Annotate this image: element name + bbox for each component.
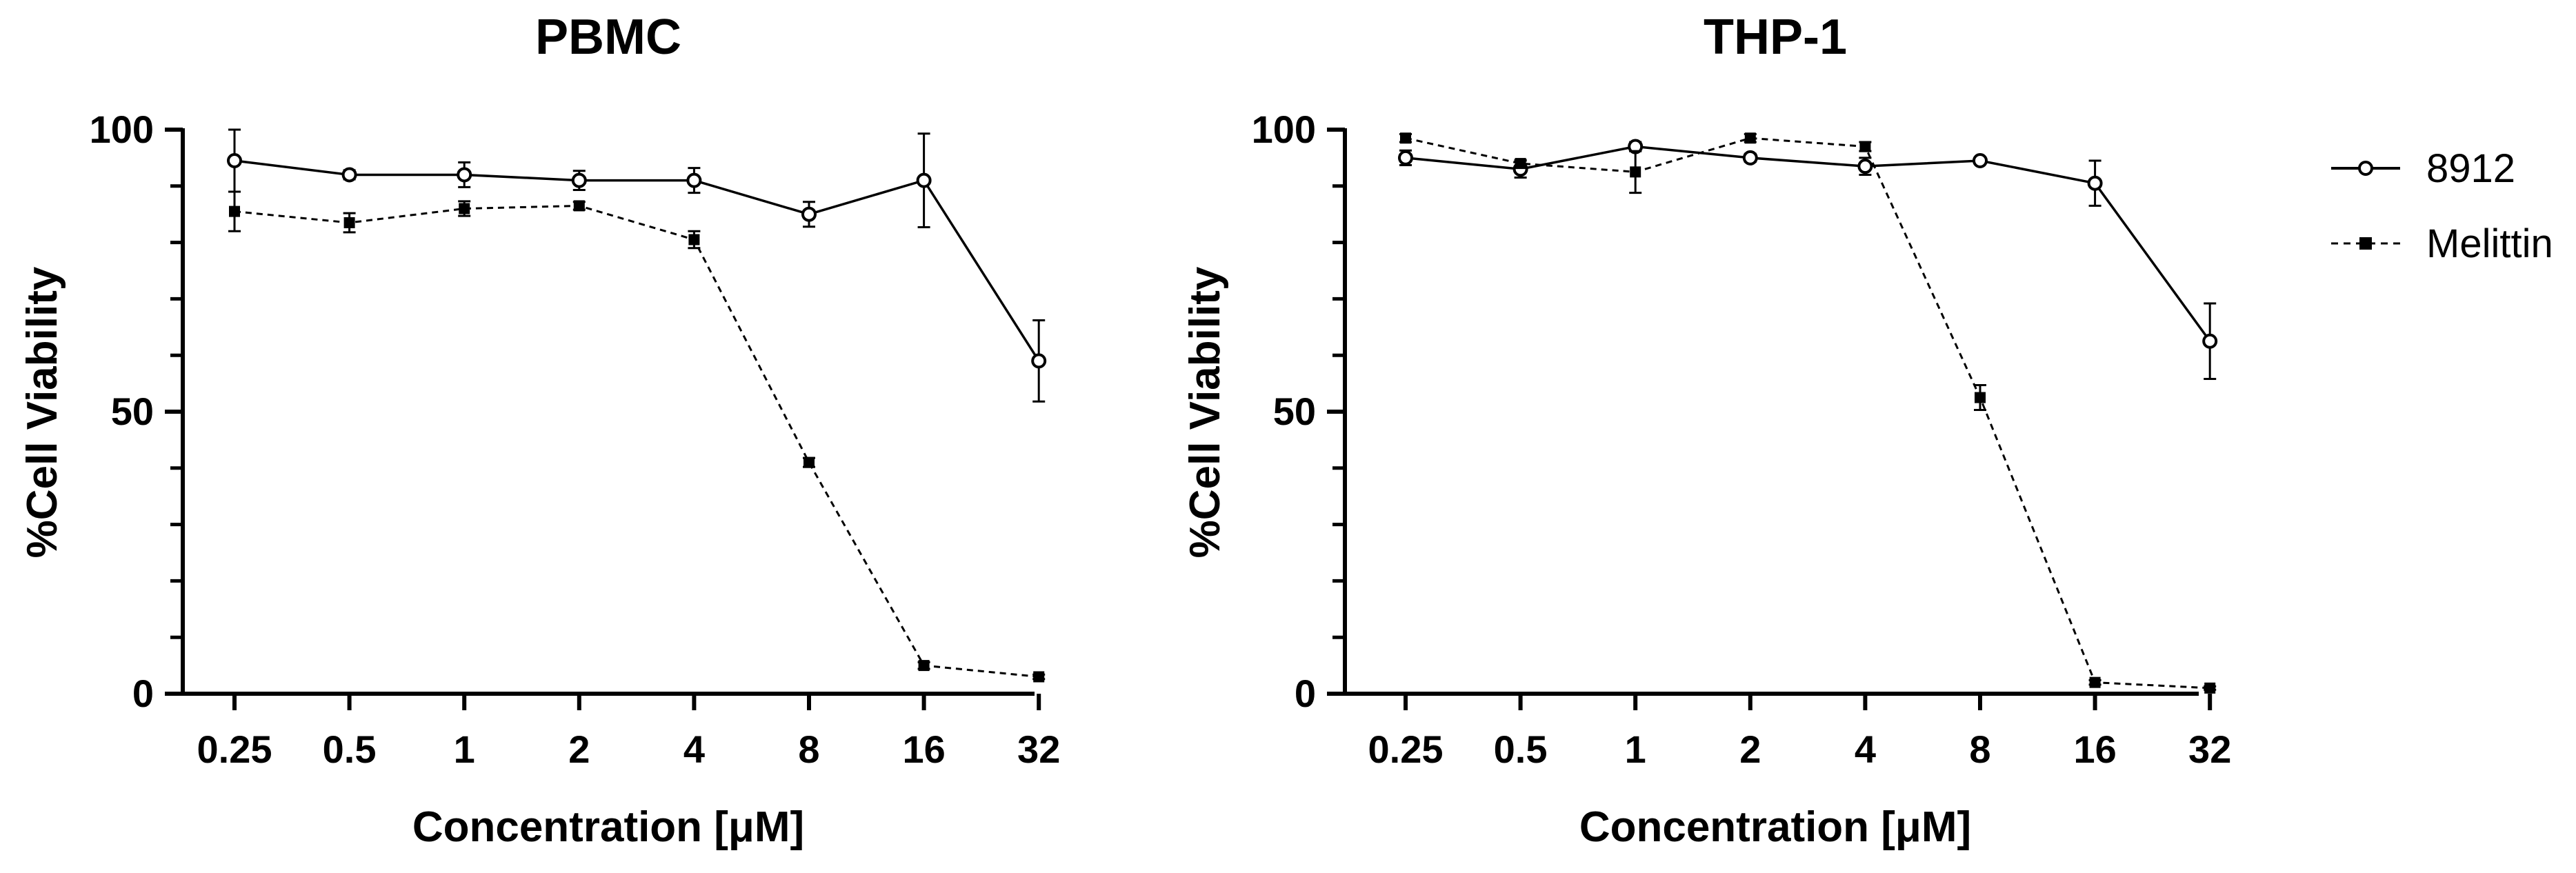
data-point-square (343, 217, 355, 228)
data-point-square (1859, 141, 1871, 152)
data-point-square (688, 234, 700, 245)
legend-marker-square (2359, 237, 2372, 250)
x-tick-label: 8 (798, 728, 819, 771)
tick-layer: 0 50 100 0.25 0.5 1 2 4 8 16 32 (1252, 108, 2232, 771)
chart-panel-pbmc: PBMC %Cell Viability Concentration [μM] … (19, 10, 1060, 851)
data-point-square (229, 205, 240, 217)
data-point-circle (1742, 150, 1758, 165)
x-tick-label: 2 (1739, 728, 1761, 771)
data-point-circle (801, 206, 817, 222)
x-tick-label: 8 (1969, 728, 1990, 771)
y-tick-label: 0 (132, 672, 154, 715)
series-line (234, 159, 1040, 362)
data-point-circle (2087, 175, 2103, 191)
chart-title: THP-1 (1704, 10, 1847, 65)
data-point-square (1515, 158, 1526, 170)
data-point-square (2089, 676, 2101, 688)
data-point-square (918, 660, 930, 672)
data-point-circle (1857, 159, 1873, 174)
series-layer (1398, 132, 2218, 694)
x-tick-label: 1 (454, 728, 475, 771)
data-point-circle (916, 172, 932, 188)
tick-layer: 0 50 100 0.25 0.5 1 2 4 8 16 32 (90, 108, 1061, 771)
y-tick-label: 50 (1273, 390, 1316, 433)
data-point-square (1400, 132, 1411, 144)
legend-label: Melittin (2426, 221, 2553, 266)
x-tick-label: 32 (2188, 728, 2231, 771)
data-point-circle (457, 167, 472, 183)
data-point-circle (571, 172, 587, 188)
series-layer (227, 128, 1047, 683)
data-point-square (1630, 166, 1641, 178)
data-point-circle (227, 152, 242, 168)
data-point-circle (1398, 150, 1413, 165)
data-point-square (2204, 682, 2216, 694)
data-point-square (1744, 132, 1756, 144)
legend-marker-circle (2358, 161, 2373, 176)
x-tick-label: 0.25 (197, 728, 272, 771)
x-tick-label: 32 (1017, 728, 1060, 771)
y-tick-label: 0 (1295, 672, 1316, 715)
y-tick-label: 100 (1252, 108, 1316, 151)
axes (165, 128, 1041, 710)
chart-panel-thp1: THP-1 %Cell Viability Concentration [μM]… (1181, 10, 2231, 851)
x-tick-label: 2 (568, 728, 590, 771)
series-line (234, 204, 1039, 678)
y-tick-label: 50 (111, 390, 154, 433)
data-point-circle (1031, 353, 1047, 369)
x-tick-label: 16 (902, 728, 945, 771)
data-point-circle (686, 172, 702, 188)
data-point-square (459, 203, 470, 214)
x-tick-label: 16 (2073, 728, 2116, 771)
y-axis-label: %Cell Viability (19, 266, 66, 558)
legend: 8912 Melittin (2331, 146, 2553, 266)
data-point-square (1975, 392, 1986, 403)
x-tick-label: 0.25 (1368, 728, 1444, 771)
x-tick-label: 4 (1855, 728, 1876, 771)
x-axis-label: Concentration [μM] (1579, 803, 1971, 851)
legend-item-melittin: Melittin (2331, 221, 2553, 266)
y-tick-label: 100 (90, 108, 154, 151)
series-8912 (227, 128, 1047, 403)
y-axis-label: %Cell Viability (1181, 266, 1229, 558)
data-point-square (1033, 671, 1045, 683)
data-point-circle (1973, 152, 1988, 168)
x-tick-label: 1 (1625, 728, 1646, 771)
x-axis-label: Concentration [μM] (412, 803, 804, 851)
data-point-square (573, 200, 585, 212)
x-tick-label: 0.5 (1494, 728, 1548, 771)
x-tick-label: 0.5 (323, 728, 377, 771)
legend-item-8912: 8912 (2331, 146, 2515, 191)
data-point-circle (341, 167, 357, 183)
series-melittin (228, 190, 1046, 683)
legend-label: 8912 (2426, 146, 2515, 191)
axes (1327, 128, 2213, 710)
x-tick-label: 4 (683, 728, 705, 771)
series-line (1405, 137, 2210, 690)
chart-title: PBMC (535, 10, 681, 65)
data-point-square (803, 456, 815, 468)
data-point-circle (2202, 333, 2218, 349)
series-melittin (1399, 132, 2217, 694)
